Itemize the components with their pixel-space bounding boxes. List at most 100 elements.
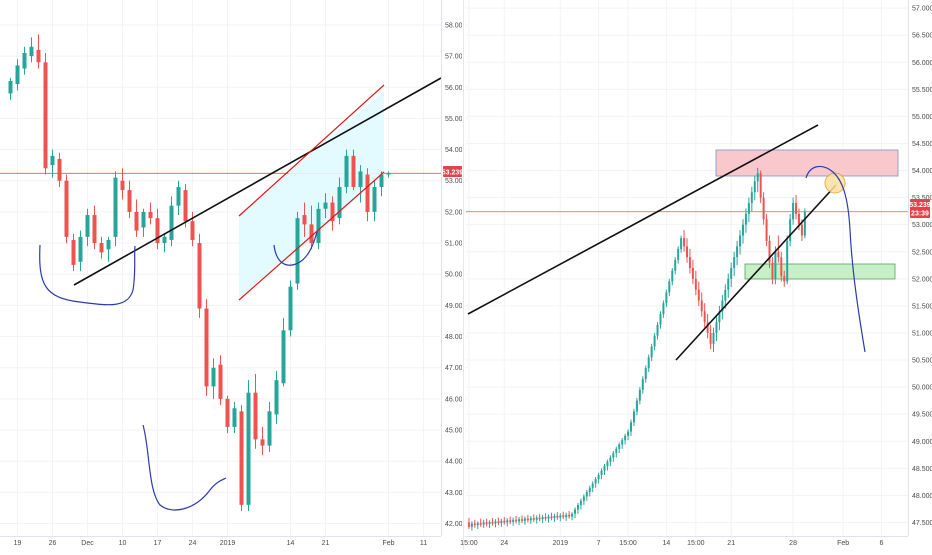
candle[interactable] [323, 193, 328, 219]
target-circle[interactable] [824, 172, 846, 194]
candle[interactable] [169, 196, 174, 247]
candle[interactable] [509, 516, 512, 525]
candle[interactable] [709, 324, 712, 350]
candle[interactable] [309, 205, 314, 250]
support-zone[interactable] [744, 263, 896, 280]
candle[interactable] [665, 289, 668, 307]
candle[interactable] [724, 284, 727, 309]
left-time-axis[interactable]: 19 26 Dec 10 17 24 2019 14 21 Feb 11 [14, 540, 428, 547]
candle[interactable] [730, 262, 733, 287]
candle[interactable] [597, 472, 600, 484]
candle[interactable] [600, 468, 603, 480]
candle[interactable] [700, 292, 703, 317]
candle[interactable] [85, 208, 90, 247]
candle[interactable] [260, 426, 265, 455]
candle[interactable] [176, 180, 181, 216]
candle[interactable] [641, 376, 644, 394]
candle[interactable] [603, 463, 606, 475]
candle[interactable] [479, 518, 482, 527]
candle[interactable] [559, 513, 562, 522]
candle[interactable] [688, 249, 691, 274]
candle[interactable] [99, 236, 104, 259]
candle[interactable] [497, 517, 500, 526]
right-chart-panel[interactable]: 47.500 48.000 48.500 49.000 49.500 50.000 50.5… [460, 0, 932, 547]
left-chart-panel[interactable]: 42.000 43.000 44.000 45.000 46.000 47.000 48.0… [0, 0, 467, 547]
candle[interactable] [582, 494, 585, 506]
candle[interactable] [576, 502, 579, 514]
candle[interactable] [686, 238, 688, 263]
right-drawings[interactable] [467, 124, 866, 361]
candle[interactable] [653, 332, 656, 351]
candle[interactable] [694, 270, 697, 296]
candle[interactable] [656, 322, 659, 340]
candle[interactable] [547, 514, 550, 523]
channel-lower-line[interactable] [238, 171, 385, 301]
candle[interactable] [739, 230, 742, 255]
candle[interactable] [677, 246, 680, 264]
candle[interactable] [744, 208, 747, 233]
candle[interactable] [351, 149, 356, 191]
candle[interactable] [789, 213, 792, 247]
candle[interactable] [541, 514, 544, 524]
candle[interactable] [627, 429, 630, 441]
candle[interactable] [768, 235, 771, 268]
candle[interactable] [644, 365, 647, 383]
candle[interactable] [606, 459, 609, 471]
candle[interactable] [727, 273, 730, 298]
candle[interactable] [565, 512, 568, 521]
candle[interactable] [134, 199, 139, 237]
candle[interactable] [741, 219, 744, 244]
candle[interactable] [736, 240, 739, 266]
candle[interactable] [225, 395, 230, 434]
candle[interactable] [659, 311, 662, 329]
candle[interactable] [372, 180, 377, 222]
candle[interactable] [22, 46, 27, 75]
channel-upper-line[interactable] [238, 84, 385, 217]
candle[interactable] [721, 295, 724, 320]
candle[interactable] [783, 270, 786, 287]
candle[interactable] [520, 515, 523, 524]
candle[interactable] [141, 208, 146, 237]
candle[interactable] [344, 149, 349, 194]
candle[interactable] [662, 300, 665, 318]
candle[interactable] [553, 513, 556, 522]
candle[interactable] [650, 343, 653, 362]
candle[interactable] [750, 186, 753, 212]
candle[interactable] [92, 205, 97, 250]
candle[interactable] [488, 520, 491, 528]
candle[interactable] [571, 512, 574, 521]
resistance-zone[interactable] [715, 149, 899, 177]
candle[interactable] [267, 402, 272, 452]
candle[interactable] [618, 442, 621, 454]
candle[interactable] [703, 303, 706, 328]
candle[interactable] [632, 408, 635, 427]
right-time-axis[interactable]: 15:00 24 2019 7 15:00 14 15:00 21 28 Feb 6 [460, 540, 883, 547]
candle[interactable] [588, 485, 591, 497]
candle[interactable] [239, 405, 244, 512]
candle[interactable] [316, 202, 321, 250]
candle[interactable] [630, 419, 633, 436]
candle[interactable] [550, 512, 553, 521]
candle[interactable] [715, 316, 718, 342]
candle[interactable] [281, 317, 286, 387]
left-drawings[interactable] [39, 77, 442, 511]
candle[interactable] [386, 171, 391, 178]
candle[interactable] [747, 197, 750, 222]
candle[interactable] [756, 167, 759, 193]
candle[interactable] [674, 257, 677, 275]
candle[interactable] [568, 511, 571, 519]
candle[interactable] [512, 517, 515, 526]
pen-drawing-channel-dip[interactable] [273, 231, 318, 266]
candle[interactable] [585, 489, 588, 501]
right-candles[interactable] [467, 167, 806, 531]
candle[interactable] [615, 446, 618, 458]
candle[interactable] [246, 380, 251, 512]
candle[interactable] [518, 517, 521, 526]
candle[interactable] [211, 358, 216, 399]
candle[interactable] [476, 521, 479, 529]
candle[interactable] [36, 34, 41, 69]
candle[interactable] [288, 280, 293, 337]
candle[interactable] [759, 170, 762, 204]
candle[interactable] [671, 268, 674, 286]
